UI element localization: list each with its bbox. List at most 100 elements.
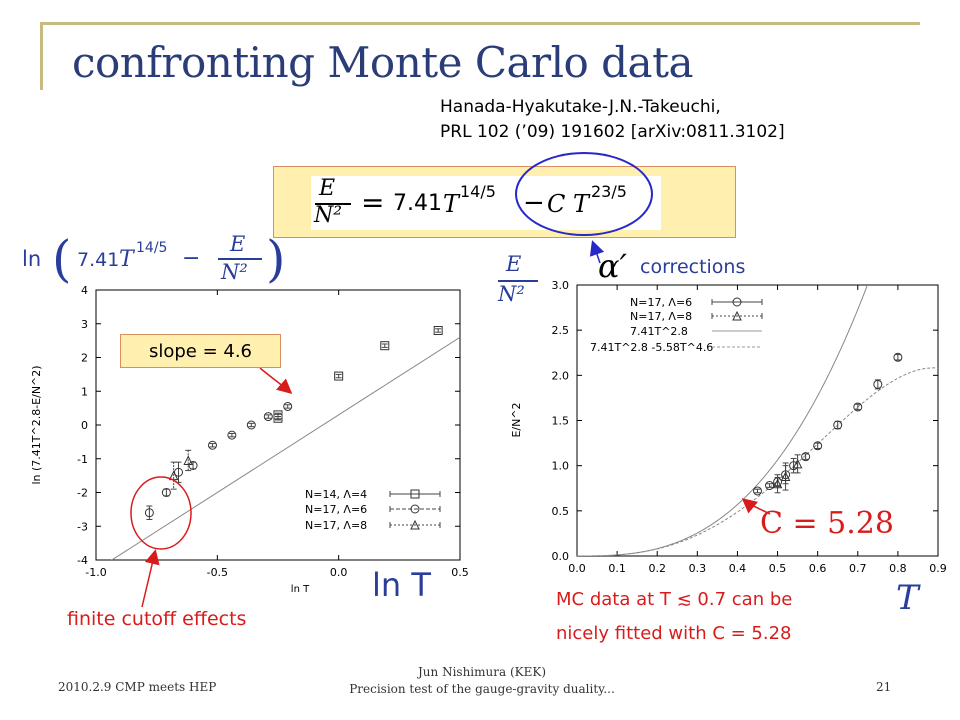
- footer-talk-title: Precision test of the gauge-gravity dual…: [349, 682, 615, 696]
- right-heading-fraction-bar: [498, 280, 538, 282]
- left-heading-paren-close: ): [266, 230, 286, 288]
- big-lnT-label: ln T: [372, 566, 431, 604]
- x-tick-label: 0.9: [929, 562, 947, 575]
- data-point-square: [273, 410, 283, 420]
- x-tick-label: 0.8: [889, 562, 907, 575]
- footer-center: Jun Nishimura (KEK) Precision test of th…: [340, 664, 624, 698]
- legend-marker-circle: [732, 297, 742, 307]
- data-point-circle: [789, 461, 799, 471]
- mc-fit-note: MC data at T ≲ 0.7 can be nicely fitted …: [556, 583, 792, 651]
- slide-title: confronting Monte Carlo data: [72, 38, 694, 87]
- data-point-triangle: [772, 478, 783, 489]
- x-tick-label: 0.1: [608, 562, 626, 575]
- data-point-circle: [893, 352, 903, 362]
- legend-marker-triangle: [732, 310, 742, 321]
- x-tick-label: 0.4: [729, 562, 747, 575]
- data-point-square: [380, 341, 390, 351]
- x-tick-label: 0.3: [689, 562, 707, 575]
- left-heading-t: T: [119, 247, 134, 272]
- data-point-triangle: [792, 458, 803, 469]
- y-tick-label: 1: [81, 385, 88, 398]
- right-heading-num: E: [506, 252, 522, 276]
- left-heading-ln: ln: [22, 247, 42, 271]
- left-heading-fraction-bar: [218, 258, 262, 260]
- formula-equals: =: [361, 186, 385, 219]
- data-point-square: [334, 371, 344, 381]
- y-tick-label: 0: [81, 419, 88, 432]
- data-point-circle: [765, 481, 775, 491]
- finite-cutoff-label: finite cutoff effects: [67, 608, 247, 630]
- formula-exp1: 14/5: [460, 182, 496, 201]
- footer-author: Jun Nishimura (KEK): [417, 665, 546, 679]
- right-heading-den: N²: [498, 282, 525, 306]
- footer-page-number: 21: [876, 680, 892, 694]
- data-point-circle: [781, 470, 791, 480]
- title-frame-left: [40, 22, 43, 90]
- data-point-square: [273, 413, 283, 423]
- legend-label: N=14, Λ=4: [305, 488, 367, 501]
- data-point-circle: [833, 420, 843, 430]
- y-tick-label: 2: [81, 352, 88, 365]
- mc-note-line1: MC data at T ≲ 0.7 can be: [556, 589, 793, 610]
- formula-box: E N² = 7.41 T 14/5 − C T 23/5: [273, 166, 736, 238]
- y-tick-label: 0.5: [552, 505, 570, 518]
- left-y-axis-label: ln (7.41T^2.8-E/N^2): [30, 365, 43, 484]
- data-point-circle: [227, 430, 237, 440]
- y-tick-label: 1.5: [552, 415, 570, 428]
- legend-label: N=17, Λ=8: [305, 519, 367, 532]
- y-tick-label: 0.0: [552, 550, 570, 563]
- corrections-label: corrections: [640, 256, 746, 278]
- data-point-triangle: [780, 471, 791, 482]
- big-T-label: T: [896, 578, 919, 618]
- slope-callout: slope = 4.6: [120, 334, 281, 368]
- y-tick-label: -4: [77, 554, 88, 567]
- y-tick-label: 2.5: [552, 324, 570, 337]
- formula-coef: 7.41: [393, 191, 442, 216]
- x-tick-label: 0.5: [769, 562, 787, 575]
- legend-label: 7.41T^2.8 -5.58T^4.6: [590, 341, 713, 354]
- formula-lhs-den: N²: [314, 203, 343, 228]
- data-point-circle: [174, 467, 184, 477]
- x-tick-label: 0.7: [849, 562, 867, 575]
- legend-marker-triangle: [410, 519, 420, 530]
- data-point-circle: [853, 402, 863, 412]
- x-tick-label: 0.6: [809, 562, 827, 575]
- y-tick-label: -1: [77, 453, 88, 466]
- data-point-circle: [144, 508, 154, 518]
- x-tick-label: -0.5: [207, 566, 228, 579]
- data-point-circle: [801, 452, 811, 462]
- data-point-triangle: [183, 455, 194, 465]
- y-tick-label: 3: [81, 318, 88, 331]
- legend-marker-circle: [410, 504, 420, 514]
- left-x-axis-label: ln T: [291, 584, 310, 595]
- x-tick-label: 0.0: [568, 562, 586, 575]
- y-tick-label: 4: [81, 284, 88, 297]
- citation-line1: Hanada-Hyakutake-J.N.-Takeuchi,: [440, 97, 721, 117]
- x-tick-label: 0.5: [451, 566, 469, 579]
- legend-label: N=17, Λ=8: [630, 310, 692, 323]
- big-lnT-text: ln T: [372, 566, 431, 604]
- y-tick-label: -3: [77, 520, 88, 533]
- correction-term-ellipse: [515, 152, 653, 236]
- y-tick-label: 2.0: [552, 369, 570, 382]
- data-point-circle: [246, 420, 256, 430]
- data-point-circle: [263, 412, 273, 422]
- data-point-circle: [188, 461, 198, 470]
- x-tick-label: 0.2: [648, 562, 666, 575]
- c-value-label: C = 5.28: [760, 506, 894, 541]
- left-heading-exp: 14/5: [136, 240, 168, 256]
- left-heading-coef: 7.41: [77, 249, 120, 271]
- data-point-circle: [161, 488, 171, 497]
- right-y-axis-label: E/N^2: [510, 402, 523, 437]
- citation-line2: PRL 102 (’09) 191602 [arXiv:0811.3102]: [440, 122, 785, 142]
- x-tick-label: 0.0: [330, 566, 348, 579]
- formula-t1: T: [443, 190, 460, 218]
- y-tick-label: 1.0: [552, 460, 570, 473]
- data-point-circle: [283, 401, 293, 411]
- footer-left: 2010.2.9 CMP meets HEP: [58, 680, 217, 694]
- plot-frame: [95, 289, 461, 561]
- fit-line: [110, 336, 460, 560]
- y-tick-label: 3.0: [552, 279, 570, 292]
- legend-marker-square: [410, 489, 420, 499]
- formula-fraction-bar: [315, 203, 351, 205]
